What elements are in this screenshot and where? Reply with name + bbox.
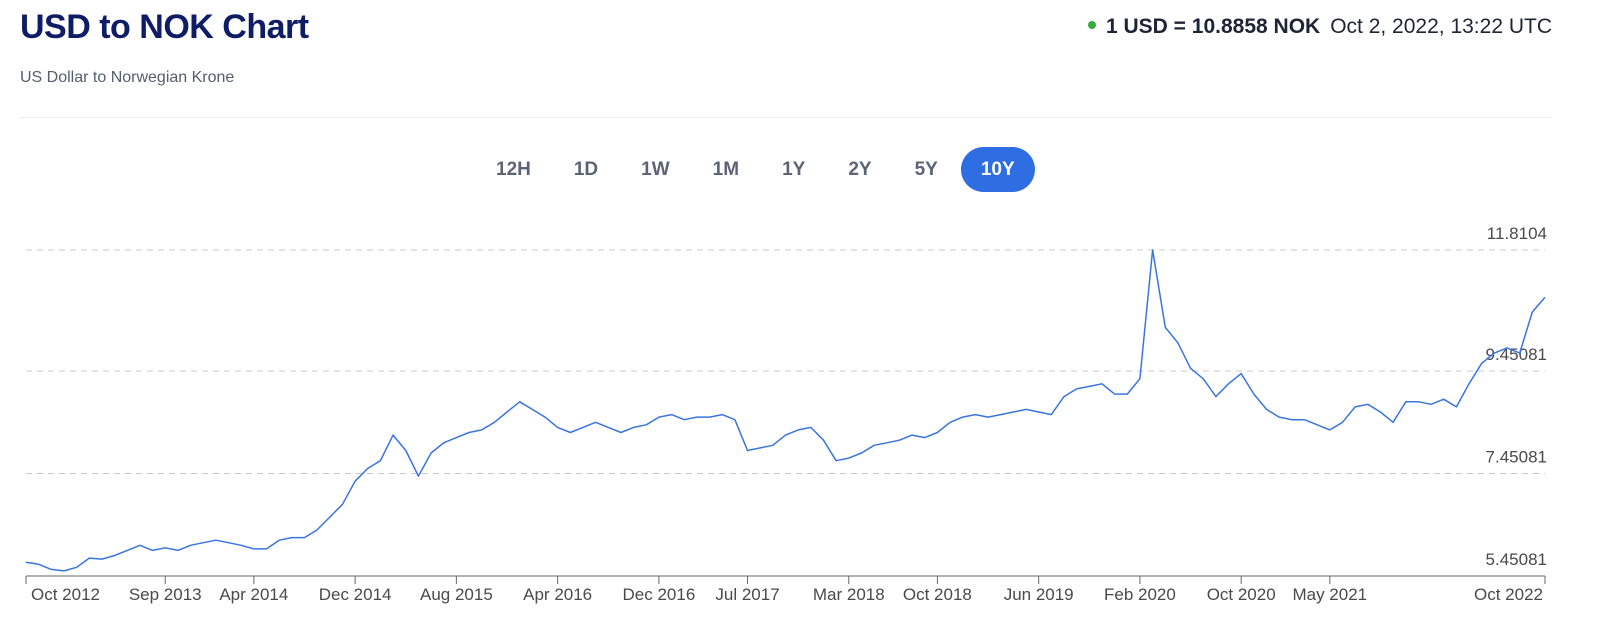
x-tick-label: Aug 2015 <box>420 585 493 604</box>
divider <box>20 117 1552 118</box>
rate-value: 1 USD = 10.8858 NOK <box>1106 15 1321 38</box>
range-tab[interactable]: 1Y <box>782 159 806 180</box>
range-tab[interactable]: 1M <box>712 159 740 180</box>
y-tick-label: 11.8104 <box>1487 224 1547 243</box>
x-tick-label: Sep 2013 <box>129 585 202 604</box>
x-tick-label: Oct 2022 <box>1474 585 1543 604</box>
y-tick-label: 9.45081 <box>1486 345 1547 364</box>
y-tick-label: 5.45081 <box>1486 550 1547 569</box>
range-tab-active[interactable]: 10Y <box>960 147 1035 192</box>
x-tick-label: Feb 2020 <box>1104 585 1176 604</box>
x-tick-label: Dec 2016 <box>623 585 696 604</box>
x-tick-label: Apr 2016 <box>523 585 592 604</box>
x-tick-label: Jul 2017 <box>715 585 779 604</box>
x-tick-label: Apr 2014 <box>219 585 288 604</box>
x-tick-label: May 2021 <box>1292 585 1367 604</box>
range-tabs: 12H 1D 1W 1M 1Y 2Y 5Y 10Y <box>476 147 1038 192</box>
rate-line <box>25 249 1546 572</box>
range-tab[interactable]: 5Y <box>914 159 938 180</box>
y-tick-label: 7.45081 <box>1486 447 1547 466</box>
x-tick-label: Oct 2012 <box>31 585 100 604</box>
rate-time: Oct 2, 2022, 13:22 UTC <box>1330 15 1552 38</box>
x-tick-label: Dec 2014 <box>319 585 392 604</box>
x-tick-label: Oct 2020 <box>1207 585 1276 604</box>
x-tick-label: Mar 2018 <box>813 585 885 604</box>
range-tab[interactable]: 1W <box>641 159 670 180</box>
x-tick-label: Oct 2018 <box>903 585 972 604</box>
range-tab[interactable]: 12H <box>496 159 531 180</box>
page-title: USD to NOK Chart <box>20 8 309 46</box>
page-subtitle: US Dollar to Norwegian Krone <box>20 69 235 86</box>
live-dot <box>1088 21 1096 30</box>
x-tick-label: Jun 2019 <box>1004 585 1074 604</box>
range-tab[interactable]: 1D <box>573 159 599 180</box>
current-rate: 1 USD = 10.8858 NOK Oct 2, 2022, 13:22 UT… <box>1088 15 1552 39</box>
range-tab[interactable]: 2Y <box>848 159 872 180</box>
